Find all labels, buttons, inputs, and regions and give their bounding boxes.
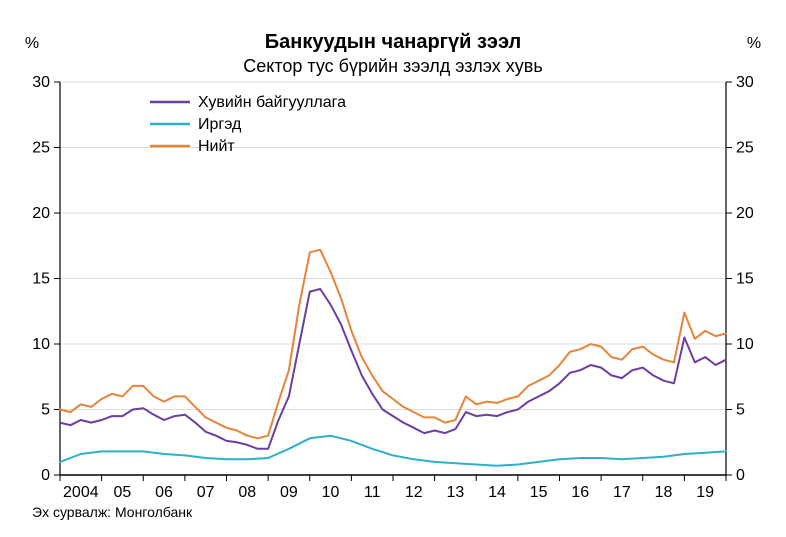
xtick-label: 19 — [696, 484, 714, 501]
ytick-label-right: 5 — [736, 402, 745, 419]
ytick-label-left: 30 — [32, 74, 50, 91]
xtick-label: 15 — [530, 484, 548, 501]
xtick-label: 07 — [197, 484, 215, 501]
xtick-label: 18 — [655, 484, 673, 501]
ytick-label-right: 0 — [736, 467, 745, 484]
xtick-label: 06 — [155, 484, 173, 501]
legend-label: Нийт — [198, 138, 235, 155]
xtick-label: 17 — [613, 484, 631, 501]
xtick-label: 08 — [238, 484, 256, 501]
xtick-label: 14 — [488, 484, 506, 501]
xtick-label: 10 — [322, 484, 340, 501]
chart-source: Эх сурвалж: Монголбанк — [32, 504, 193, 520]
xtick-label: 2004 — [63, 484, 99, 501]
ytick-label-right: 15 — [736, 271, 754, 288]
legend-label: Иргэд — [198, 116, 242, 133]
xtick-label: 11 — [364, 484, 381, 501]
ytick-label-left: 25 — [32, 140, 50, 157]
ytick-label-left: 5 — [41, 402, 50, 419]
xtick-label: 12 — [405, 484, 423, 501]
ytick-label-left: 0 — [41, 467, 50, 484]
ytick-label-right: 10 — [736, 336, 754, 353]
unit-right: % — [747, 35, 761, 52]
ytick-label-left: 15 — [32, 271, 50, 288]
legend-label: Хувийн байгууллага — [198, 94, 346, 111]
unit-left: % — [25, 35, 39, 52]
ytick-label-right: 30 — [736, 74, 754, 91]
xtick-label: 16 — [571, 484, 589, 501]
chart-title: Банкуудын чанаргүй зээл — [265, 31, 521, 53]
xtick-label: 05 — [114, 484, 132, 501]
xtick-label: 13 — [447, 484, 465, 501]
chart-container: Банкуудын чанаргүй зээл Сектор тус бүрийн… — [0, 0, 786, 537]
xtick-label: 09 — [280, 484, 298, 501]
ytick-label-left: 10 — [32, 336, 50, 353]
ytick-label-right: 25 — [736, 140, 754, 157]
ytick-label-right: 20 — [736, 205, 754, 222]
ytick-label-left: 20 — [32, 205, 50, 222]
chart-subtitle: Сектор тус бүрийн зээлд эзлэх хувь — [243, 56, 542, 76]
chart-svg: Банкуудын чанаргүй зээл Сектор тус бүрийн… — [0, 0, 786, 537]
